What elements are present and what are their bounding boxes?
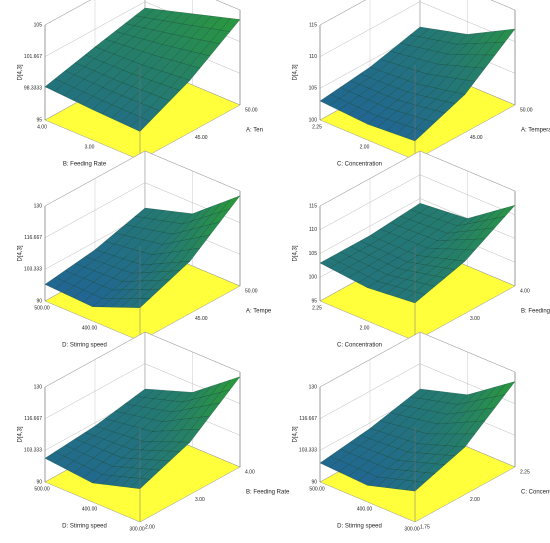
z-tick-label: 90 [36,479,42,485]
z-axis-label: D[4,3] [18,245,24,261]
z-tick-label: 105 [309,86,318,92]
z-tick-label: 98.3333 [24,86,42,92]
z-axis-label: D[4,3] [18,426,24,442]
z-tick-label: 116.667 [299,416,317,422]
z-tick-label: 95 [311,298,317,304]
z-tick-label: 116.667 [24,235,42,241]
z-tick-label: 130 [34,384,43,390]
grid-line [319,0,516,26]
x-tick-label: 400.00 [82,506,98,512]
y-tick-label: 3.00 [195,497,205,503]
x-tick-label: 2.00 [360,325,370,331]
z-tick-label: 90 [36,298,42,304]
x-tick-label: 300.00 [129,526,145,532]
z-axis-label: D[4,3] [293,64,299,80]
x-tick-label: 2.00 [360,144,370,150]
y-axis-label: A: Ten [246,128,263,134]
surface-panel: 1001051101152.252.001.7540.0045.0050.00C… [293,0,550,170]
y-tick-label: 45.00 [195,135,208,141]
y-tick-label: 4.00 [245,469,255,475]
surface-panel: 951001051101152.252.001.752.003.004.00C:… [293,150,550,351]
y-tick-label: 3.00 [470,316,480,322]
x-axis-label: D: Stirring speed [62,524,107,530]
x-tick-label: 500.00 [34,486,50,492]
z-axis-label: D[4,3] [293,426,299,442]
grid-line [44,0,241,26]
z-tick-label: 103.333 [299,448,317,454]
y-axis-label: A: Temperature [521,128,550,134]
x-tick-label: 2.25 [312,305,322,311]
surface-panel: 90 103.333 116.667 130 500.00 400.00 300.00 2.0… [18,331,290,532]
y-tick-label: 2.25 [520,469,530,475]
z-tick-label: 130 [309,384,318,390]
x-tick-label: 500.00 [34,305,50,311]
y-tick-label: 2.00 [145,524,155,530]
y-axis-label: C: Concentration [521,490,550,496]
z-tick-label: 115 [309,22,317,28]
z-tick-label: 90 [311,479,317,485]
z-tick-label: 116.667 [24,416,42,422]
y-tick-label: 50.00 [245,107,258,113]
z-axis-label: D[4,3] [18,64,24,80]
z-tick-label: 101.667 [24,54,42,60]
x-tick-label: 3.00 [85,144,95,150]
z-tick-label: 105 [34,22,43,28]
x-axis-label: B: Feeding Rate [63,162,107,168]
z-tick-label: 103.333 [24,448,42,454]
z-tick-label: 115 [309,203,317,209]
z-tick-label: 95 [36,117,42,123]
x-tick-label: 4.00 [37,124,47,130]
z-tick-label: 130 [34,203,43,209]
y-tick-label: 50.00 [520,107,533,113]
y-tick-label: 45.00 [195,316,208,322]
y-tick-label: 45.00 [470,135,483,141]
surface-panel: 9598.3333101.6671054.003.002.0040.0045.0… [18,0,263,170]
y-tick-label: 4.00 [520,288,530,294]
z-tick-label: 100 [309,117,318,123]
y-axis-label: A: Tempe [246,309,272,315]
x-tick-label: 300.00 [404,526,420,532]
z-tick-label: 105 [309,251,318,257]
x-tick-label: 400.00 [357,506,373,512]
x-tick-label: 500.00 [309,486,325,492]
y-axis-label: B: Feeding Rate [246,490,290,496]
x-tick-label: 400.00 [82,325,98,331]
y-tick-label: 50.00 [245,288,258,294]
z-tick-label: 100 [309,275,318,281]
z-tick-label: 103.333 [24,267,42,273]
x-axis-label: C: Concentration [337,343,382,349]
surface-panel: 90 103.333 116.667 130 500.00 400.00 300.00 1.7… [293,331,550,532]
z-axis-label: D[4,3] [293,245,299,261]
z-tick-label: 110 [309,54,317,60]
y-axis-label: B: Feeding Rate [521,309,550,315]
x-tick-label: 2.25 [312,124,322,130]
surface-panel: 90103.333116.667130500.00400.00300.0040.… [18,150,272,351]
x-axis-label: D: Stirring speed [337,524,382,530]
z-tick-label: 110 [309,227,317,233]
y-tick-label: 2.00 [470,497,480,503]
x-axis-label: C: Concentration [337,162,382,168]
y-tick-label: 1.75 [420,524,430,530]
x-axis-label: D: Stirring speed [62,343,107,349]
